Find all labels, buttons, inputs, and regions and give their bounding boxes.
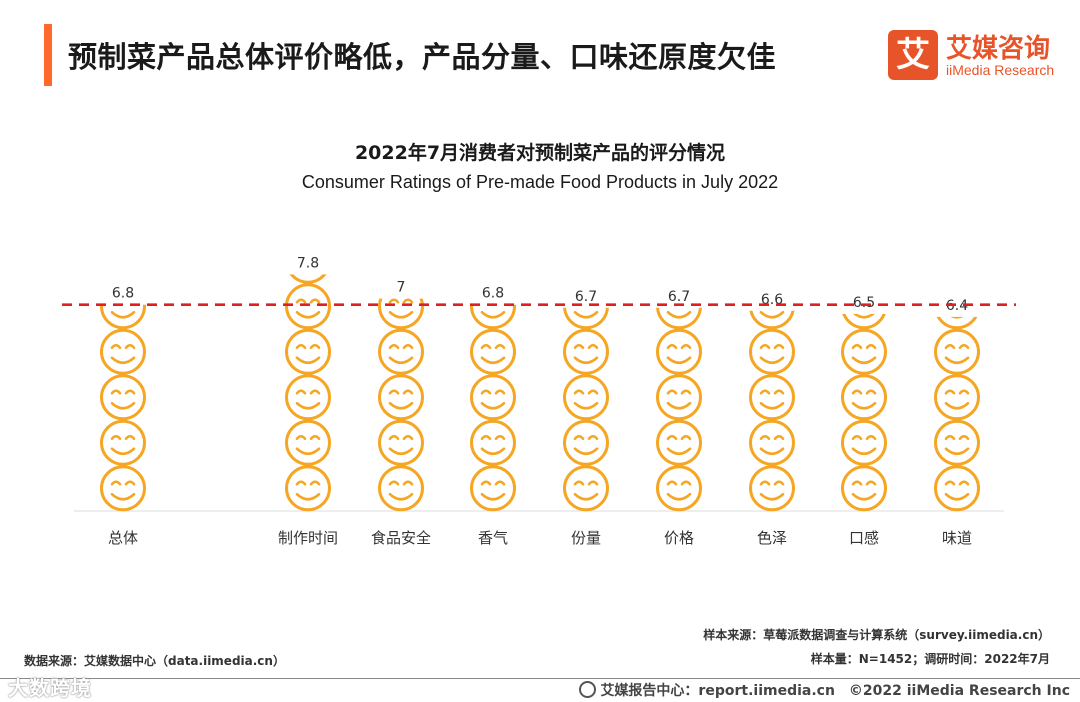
- bar-column: [934, 316, 980, 512]
- value-label: 6.4: [946, 298, 968, 314]
- smiley-icon: [749, 310, 795, 330]
- logo-text-cn: 艾媒咨询: [946, 34, 1051, 64]
- smiley-icon: [285, 328, 331, 375]
- smiley-icon: [100, 304, 146, 330]
- sample-source: 样本来源：草莓派数据调查与计算系统（survey.iimedia.cn）: [703, 628, 1050, 642]
- footer-divider: [0, 678, 1080, 679]
- smiley-icon: [749, 419, 795, 466]
- bar-column: [563, 307, 609, 512]
- category-label: 香气: [478, 529, 508, 547]
- bar-column: [470, 304, 516, 512]
- value-label: 7.8: [297, 255, 319, 271]
- smiley-icon: [470, 304, 516, 330]
- smiley-icon: [378, 419, 424, 466]
- bar-column: [841, 313, 887, 512]
- smiley-icon: [378, 298, 424, 330]
- smiley-icon: [656, 419, 702, 466]
- smiley-icon: [749, 465, 795, 512]
- page-headline: 预制菜产品总体评价略低，产品分量、口味还原度欠佳: [68, 40, 777, 74]
- smiley-icon: [656, 328, 702, 375]
- smiley-icon: [749, 374, 795, 421]
- smiley-icon: [563, 419, 609, 466]
- logo-mark: 艾: [888, 30, 938, 80]
- value-label: 7: [397, 280, 406, 296]
- category-label: 食品安全: [371, 529, 431, 547]
- bar-column: [285, 274, 331, 512]
- smiley-icon: [285, 465, 331, 512]
- smiley-icon: [470, 374, 516, 421]
- smiley-icon: [934, 374, 980, 421]
- value-label: 6.7: [575, 289, 597, 305]
- logo-text-en: iiMedia Research: [946, 62, 1055, 78]
- smiley-icon: [841, 328, 887, 375]
- value-label: 6.8: [112, 286, 134, 302]
- bar-column: [100, 304, 146, 512]
- value-label: 6.8: [482, 286, 504, 302]
- smiley-icon: [470, 328, 516, 375]
- category-label: 制作时间: [278, 529, 338, 547]
- globe-icon: [579, 681, 597, 698]
- smiley-icon: [100, 465, 146, 512]
- smiley-icon: [100, 328, 146, 375]
- smiley-icon: [656, 374, 702, 421]
- category-label: 总体: [108, 529, 138, 547]
- value-label: 6.7: [668, 289, 690, 305]
- smiley-icon: [936, 316, 978, 330]
- smiley-icon: [100, 374, 146, 421]
- watermark: 大数跨境: [8, 676, 92, 700]
- value-label: 6.5: [853, 295, 875, 311]
- report-center-text: 艾媒报告中心：report.iimedia.cn ©2022 iiMedia R…: [600, 683, 1070, 699]
- smiley-icon: [934, 328, 980, 375]
- smiley-icon: [285, 419, 331, 466]
- chart-subtitle: Consumer Ratings of Pre-made Food Produc…: [301, 172, 779, 192]
- smiley-icon: [656, 465, 702, 512]
- smiley-icon: [841, 374, 887, 421]
- smiley-icon: [470, 419, 516, 466]
- category-label: 味道: [942, 529, 972, 547]
- data-source: 数据来源：艾媒数据中心（data.iimedia.cn）: [24, 654, 285, 668]
- smiley-icon: [841, 419, 887, 466]
- smiley-icon: [289, 274, 327, 284]
- smiley-icon: [656, 307, 702, 330]
- smiley-icon: [563, 328, 609, 375]
- smiley-icon: [749, 328, 795, 375]
- bar-column: [378, 298, 424, 512]
- category-label: 价格: [664, 529, 694, 547]
- smiley-icon: [842, 313, 886, 330]
- category-label: 份量: [571, 529, 601, 547]
- smiley-icon: [100, 419, 146, 466]
- smiley-icon: [934, 465, 980, 512]
- brand-logo[interactable]: 艾 艾媒咨询 iiMedia Research: [888, 30, 1068, 82]
- smiley-icon: [285, 374, 331, 421]
- category-label: 色泽: [757, 529, 787, 547]
- sample-info: 样本量：N=1452；调研时间：2022年7月: [810, 652, 1050, 666]
- smiley-icon: [563, 374, 609, 421]
- report-center[interactable]: 艾媒报告中心：report.iimedia.cn ©2022 iiMedia R…: [579, 680, 1070, 700]
- category-label: 口感: [849, 529, 879, 547]
- smiley-icon: [378, 328, 424, 375]
- smiley-icon: [563, 465, 609, 512]
- bar-column: [656, 307, 702, 512]
- smiley-icon: [470, 465, 516, 512]
- smiley-icon: [841, 465, 887, 512]
- smiley-icon: [378, 465, 424, 512]
- smiley-icon: [378, 374, 424, 421]
- smiley-icon: [285, 283, 331, 330]
- title-accent-bar: [44, 24, 52, 86]
- bar-column: [749, 310, 795, 512]
- chart-title: 2022年7月消费者对预制菜产品的评分情况: [354, 142, 726, 164]
- smiley-icon: [563, 307, 609, 330]
- smiley-icon: [934, 419, 980, 466]
